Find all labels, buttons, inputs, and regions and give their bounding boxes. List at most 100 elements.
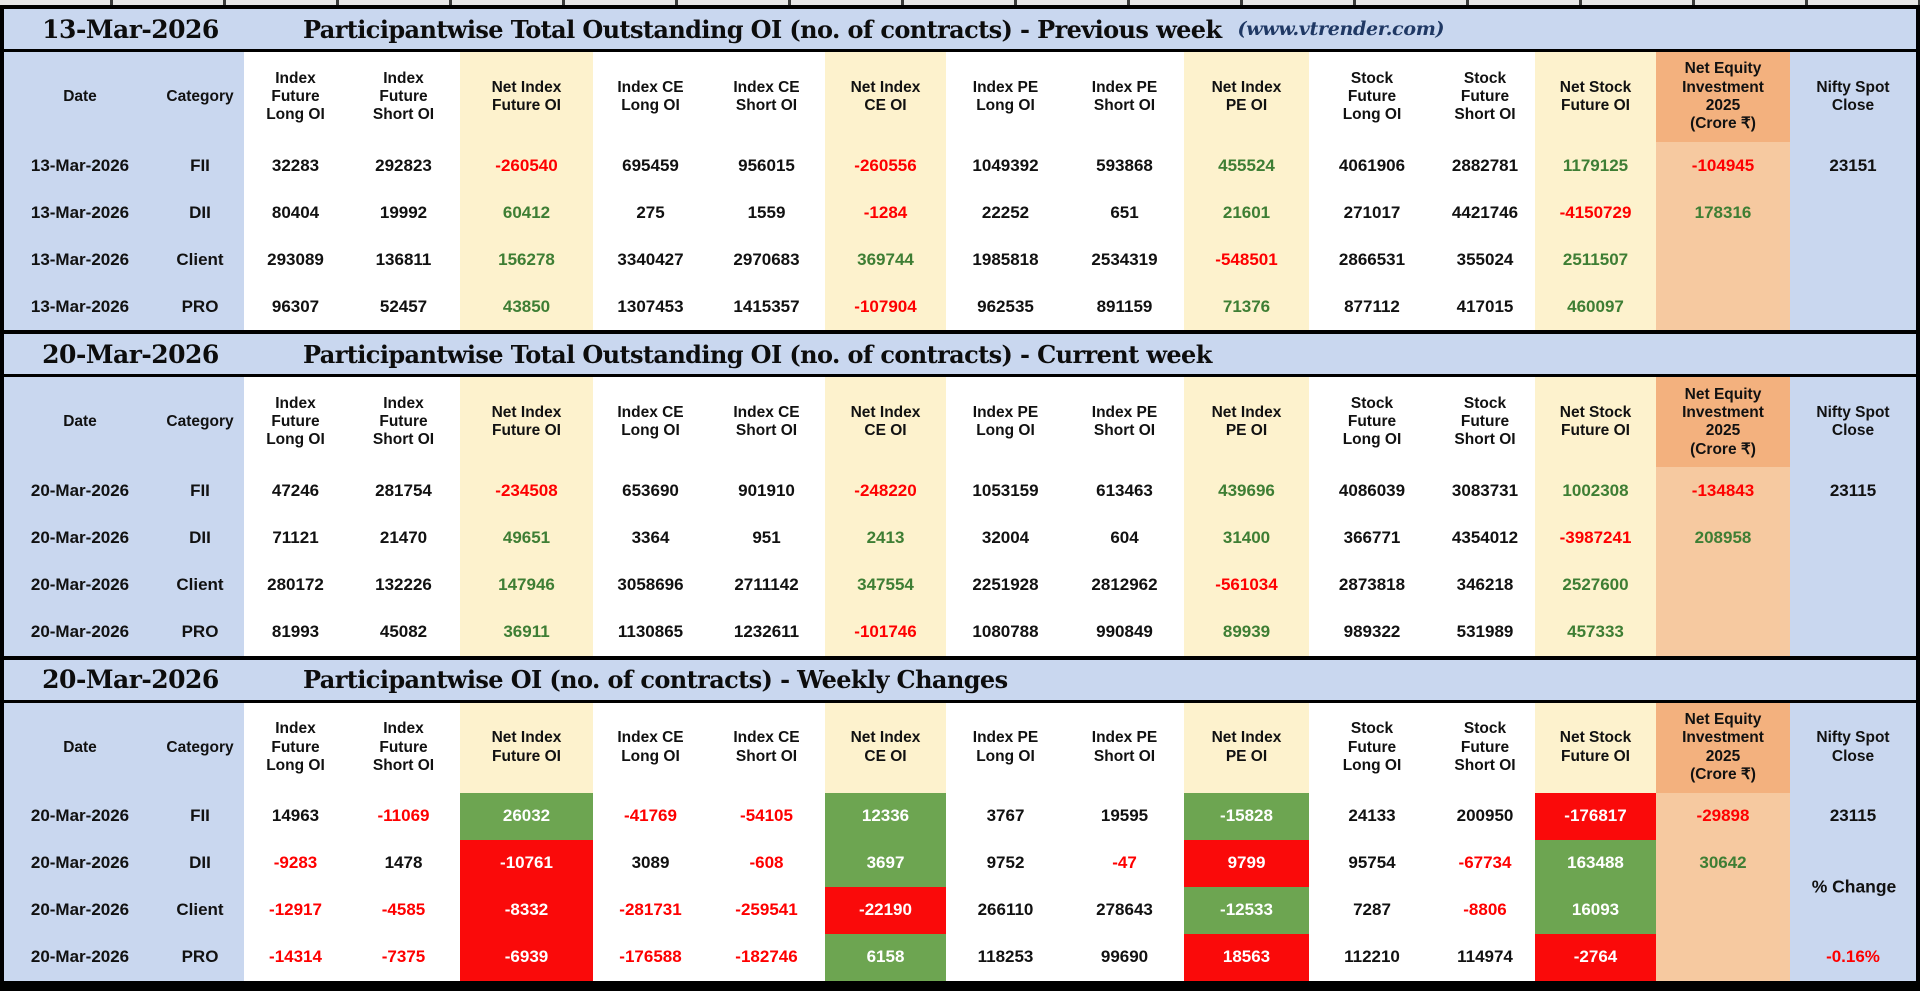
- cell-date: 20-Mar-2026: [4, 792, 156, 840]
- header-cell-index-ce-short-oi: Index CE Short OI: [708, 702, 825, 793]
- header-cell-stock-future-long-oi: Stock Future Long OI: [1309, 702, 1435, 793]
- header-cell-nifty-spot-close: Nifty Spot Close: [1790, 377, 1916, 468]
- cell-stock-future-short-oi: 355024: [1435, 236, 1535, 284]
- header-cell-stock-future-long-oi: Stock Future Long OI: [1309, 52, 1435, 142]
- cell-index-pe-short-oi: 613463: [1065, 467, 1184, 515]
- section-title: Participantwise Total Outstanding OI (no…: [303, 339, 1212, 369]
- percent-change-label: % Change: [1811, 876, 1897, 897]
- cell-nifty-spot-close: [1790, 561, 1916, 609]
- section-title: Participantwise Total Outstanding OI (no…: [303, 14, 1222, 44]
- header-cell-index-ce-short-oi: Index CE Short OI: [708, 377, 825, 468]
- cell-stock-future-short-oi: 346218: [1435, 561, 1535, 609]
- cell-category: Client: [156, 236, 244, 284]
- cell-index-pe-short-oi: 990849: [1065, 608, 1184, 656]
- header-cell-net-index-ce-oi: Net Index CE OI: [825, 377, 946, 468]
- cell-index-ce-long-oi: 3340427: [593, 236, 708, 284]
- cell-net-index-ce-oi: -248220: [825, 467, 946, 515]
- cell-index-pe-long-oi: 1049392: [946, 142, 1065, 190]
- cell-index-pe-short-oi: 2534319: [1065, 236, 1184, 284]
- header-cell-index-ce-long-oi: Index CE Long OI: [593, 52, 708, 142]
- cell-date: 13-Mar-2026: [4, 142, 156, 190]
- cell-index-ce-long-oi: 275: [593, 189, 708, 237]
- cell-net-index-pe-oi: 455524: [1184, 142, 1309, 190]
- cell-net-equity-investment: -29898: [1656, 792, 1790, 840]
- cell-stock-future-long-oi: 4061906: [1309, 142, 1435, 190]
- cell-nifty-spot-close: [1790, 189, 1916, 237]
- cell-date: 20-Mar-2026: [4, 608, 156, 656]
- cell-net-index-pe-oi: 439696: [1184, 467, 1309, 515]
- cell-net-index-pe-oi: 71376: [1184, 283, 1309, 331]
- cell-net-equity-investment: -134843: [1656, 467, 1790, 515]
- cell-index-future-long-oi: 293089: [244, 236, 347, 284]
- cell-net-index-pe-oi: -561034: [1184, 561, 1309, 609]
- header-cell-nifty-spot-close: Nifty Spot Close: [1790, 702, 1916, 793]
- cell-net-index-future-oi: -6939: [460, 933, 593, 981]
- cell-net-index-ce-oi: 6158: [825, 933, 946, 981]
- cell-net-index-pe-oi: 31400: [1184, 514, 1309, 562]
- cell-index-ce-short-oi: 2711142: [708, 561, 825, 609]
- cell-stock-future-short-oi: -67734: [1435, 839, 1535, 887]
- section-date: 20-Mar-2026: [42, 665, 219, 695]
- cell-category: PRO: [156, 933, 244, 981]
- header-cell-net-index-pe-oi: Net Index PE OI: [1184, 702, 1309, 793]
- header-cell-net-stock-future-oi: Net Stock Future OI: [1535, 702, 1656, 793]
- cell-index-future-long-oi: 71121: [244, 514, 347, 562]
- section-title: Participantwise OI (no. of contracts) - …: [303, 665, 1008, 695]
- cell-net-index-ce-oi: -22190: [825, 886, 946, 934]
- cell-index-future-short-oi: -7375: [347, 933, 460, 981]
- cell-index-future-short-oi: 132226: [347, 561, 460, 609]
- cell-index-pe-long-oi: 2251928: [946, 561, 1065, 609]
- cell-net-stock-future-oi: 1002308: [1535, 467, 1656, 515]
- header-cell-date: Date: [4, 52, 156, 142]
- section-body: 20-Mar-2026 FII 14963 -11069 26032 -41769 -541…: [4, 792, 1916, 981]
- cell-stock-future-short-oi: 4421746: [1435, 189, 1535, 237]
- cell-nifty-spot-close: [1790, 839, 1916, 887]
- cell-index-pe-long-oi: 22252: [946, 189, 1065, 237]
- cell-index-pe-long-oi: 1080788: [946, 608, 1065, 656]
- cell-net-index-ce-oi: 12336: [825, 792, 946, 840]
- cell-net-equity-investment: [1656, 933, 1790, 981]
- cell-net-index-future-oi: 49651: [460, 514, 593, 562]
- cell-index-pe-long-oi: 962535: [946, 283, 1065, 331]
- header-row: Date Category Index Future Long OI Index Fu…: [4, 52, 1916, 142]
- cell-net-equity-investment: 178316: [1656, 189, 1790, 237]
- header-cell-date: Date: [4, 702, 156, 793]
- header-cell-stock-future-short-oi: Stock Future Short OI: [1435, 377, 1535, 468]
- cell-net-equity-investment: [1656, 236, 1790, 284]
- cell-net-stock-future-oi: 163488: [1535, 839, 1656, 887]
- header-cell-index-ce-long-oi: Index CE Long OI: [593, 702, 708, 793]
- header-cell-index-future-long-oi: Index Future Long OI: [244, 52, 347, 142]
- cell-nifty-spot-close: [1790, 283, 1916, 331]
- cell-nifty-spot-close: [1790, 514, 1916, 562]
- cell-stock-future-short-oi: 2882781: [1435, 142, 1535, 190]
- cell-net-index-pe-oi: 9799: [1184, 839, 1309, 887]
- cell-index-future-long-oi: 80404: [244, 189, 347, 237]
- cell-index-future-long-oi: -12917: [244, 886, 347, 934]
- cell-net-index-pe-oi: 21601: [1184, 189, 1309, 237]
- cell-index-ce-short-oi: 1559: [708, 189, 825, 237]
- cell-index-future-short-oi: -11069: [347, 792, 460, 840]
- cell-net-index-ce-oi: -101746: [825, 608, 946, 656]
- cell-nifty-spot-close: -0.16%: [1790, 933, 1916, 981]
- cell-net-index-pe-oi: -12533: [1184, 886, 1309, 934]
- header-cell-net-index-ce-oi: Net Index CE OI: [825, 702, 946, 793]
- cell-net-index-ce-oi: 347554: [825, 561, 946, 609]
- header-cell-net-index-future-oi: Net Index Future OI: [460, 702, 593, 793]
- header-cell-category: Category: [156, 52, 244, 142]
- cell-net-equity-investment: 30642: [1656, 839, 1790, 887]
- cell-net-index-ce-oi: -1284: [825, 189, 946, 237]
- header-cell-index-pe-long-oi: Index PE Long OI: [946, 52, 1065, 142]
- cell-date: 20-Mar-2026: [4, 839, 156, 887]
- header-cell-net-equity-investment: Net Equity Investment 2025 (Crore ₹): [1656, 702, 1790, 793]
- cell-date: 13-Mar-2026: [4, 189, 156, 237]
- cell-index-future-long-oi: 32283: [244, 142, 347, 190]
- cell-net-index-future-oi: -234508: [460, 467, 593, 515]
- cell-index-future-short-oi: 136811: [347, 236, 460, 284]
- cell-index-pe-long-oi: 1985818: [946, 236, 1065, 284]
- cell-net-stock-future-oi: -2764: [1535, 933, 1656, 981]
- cell-nifty-spot-close: 23115: [1790, 792, 1916, 840]
- cell-net-index-pe-oi: -15828: [1184, 792, 1309, 840]
- cell-index-pe-short-oi: 651: [1065, 189, 1184, 237]
- cell-index-ce-short-oi: 1232611: [708, 608, 825, 656]
